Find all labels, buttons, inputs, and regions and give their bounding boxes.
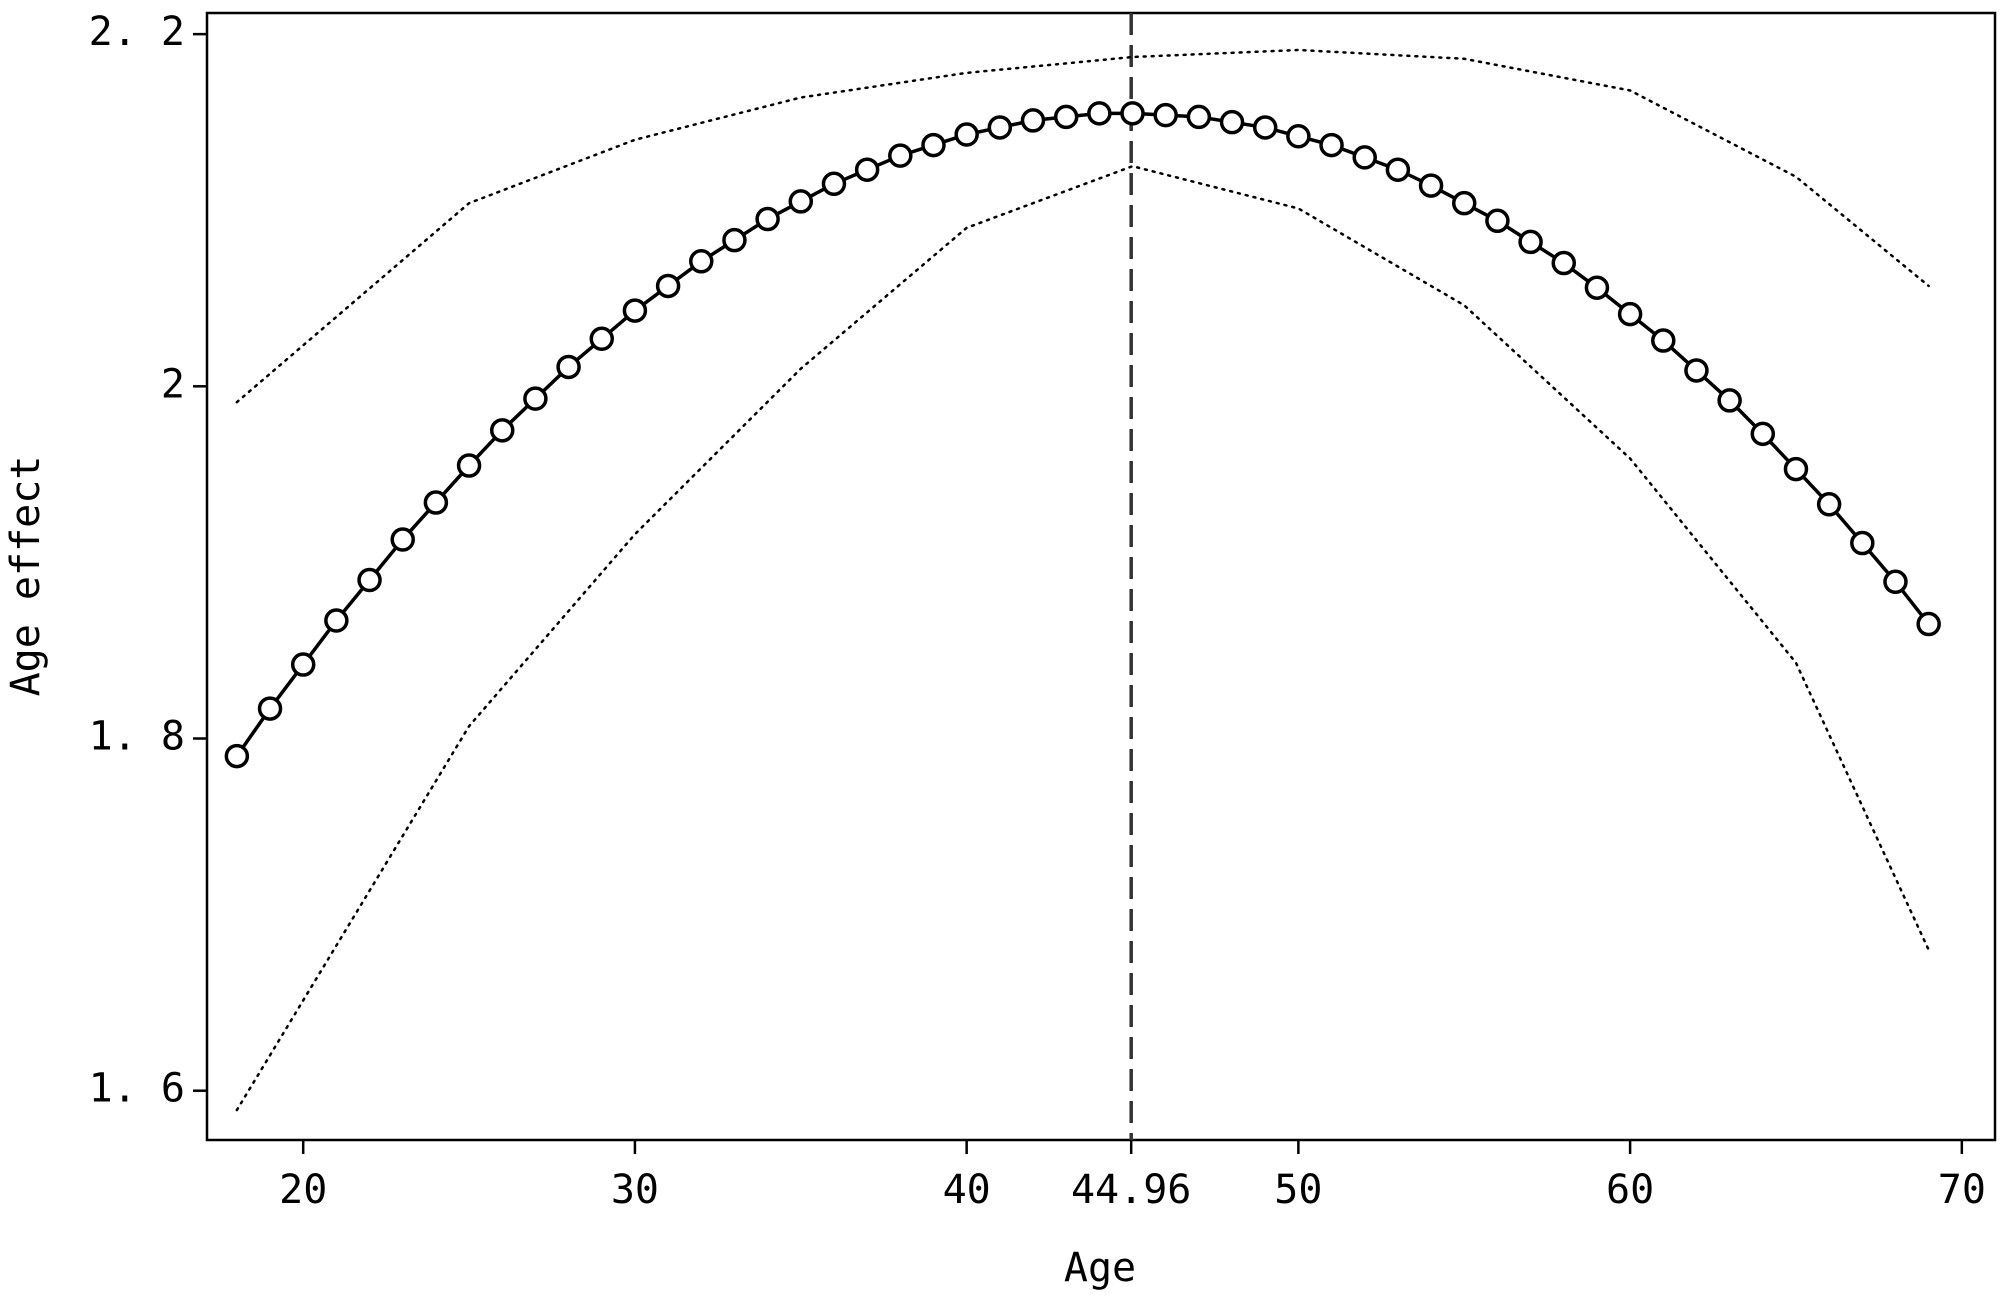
point-marker [1186,104,1212,130]
point-marker [788,189,814,214]
point-marker [1286,124,1311,149]
point-marker [1850,530,1875,556]
point-marker [357,567,382,593]
series-line [235,48,1930,404]
point-marker [1684,358,1709,383]
point-marker [854,157,880,182]
point-marker [556,354,581,380]
point-marker [1750,421,1776,447]
point-marker [1319,132,1344,158]
point-marker [755,206,780,232]
point-marker [589,326,615,352]
point-marker [1219,109,1245,135]
point-marker [224,743,250,769]
point-marker [1485,208,1510,234]
point-marker [456,453,482,478]
series-line [235,111,1931,758]
point-marker [1551,250,1577,276]
point-marker [1418,173,1444,198]
y-tick-label: 2 [161,361,185,407]
x-tick-label: 30 [611,1167,659,1213]
x-tick-label: 20 [279,1167,327,1213]
point-marker [1816,492,1842,517]
point-marker [722,227,747,253]
point-marker [1617,301,1643,327]
y-tick-label: 1. 8 [89,714,185,760]
x-tick-label: 70 [1938,1167,1986,1213]
point-marker [1883,569,1908,595]
point-marker [1651,328,1676,353]
point-marker [689,249,714,274]
point-marker [954,122,979,147]
point-marker [1153,102,1178,128]
x-tick-label: 44.96 [1071,1167,1191,1213]
point-marker [921,132,946,158]
y-axis-label: Age effect [3,456,49,697]
point-marker [1352,145,1377,170]
point-marker [821,171,847,197]
point-marker [290,652,316,677]
point-marker [1584,275,1610,300]
point-marker [888,143,913,168]
point-marker [1053,104,1079,130]
point-marker [1385,157,1411,182]
point-marker [1783,456,1809,482]
x-tick-label: 40 [943,1167,991,1213]
point-marker [324,608,349,633]
point-marker [1120,101,1145,126]
point-marker [489,418,515,443]
point-marker [1020,108,1046,133]
point-marker [622,298,648,323]
point-marker [987,115,1013,140]
point-marker [1252,115,1278,140]
point-marker [1518,229,1543,255]
point-marker [257,696,283,721]
plot-frame [205,11,1997,1142]
point-marker [655,273,681,299]
point-marker [1087,101,1112,126]
point-marker [523,386,548,411]
x-tick-label: 60 [1606,1167,1654,1213]
point-marker [423,490,449,515]
point-marker [1916,611,1941,637]
x-tick-label: 50 [1274,1167,1322,1213]
y-tick-label: 1. 6 [89,1066,185,1112]
point-marker [1717,388,1742,413]
point-marker [390,527,415,552]
series-line [235,164,1930,1112]
y-tick-label: 2. 2 [89,9,185,55]
x-axis-label: Age [1064,1245,1136,1291]
point-marker [1451,190,1477,216]
